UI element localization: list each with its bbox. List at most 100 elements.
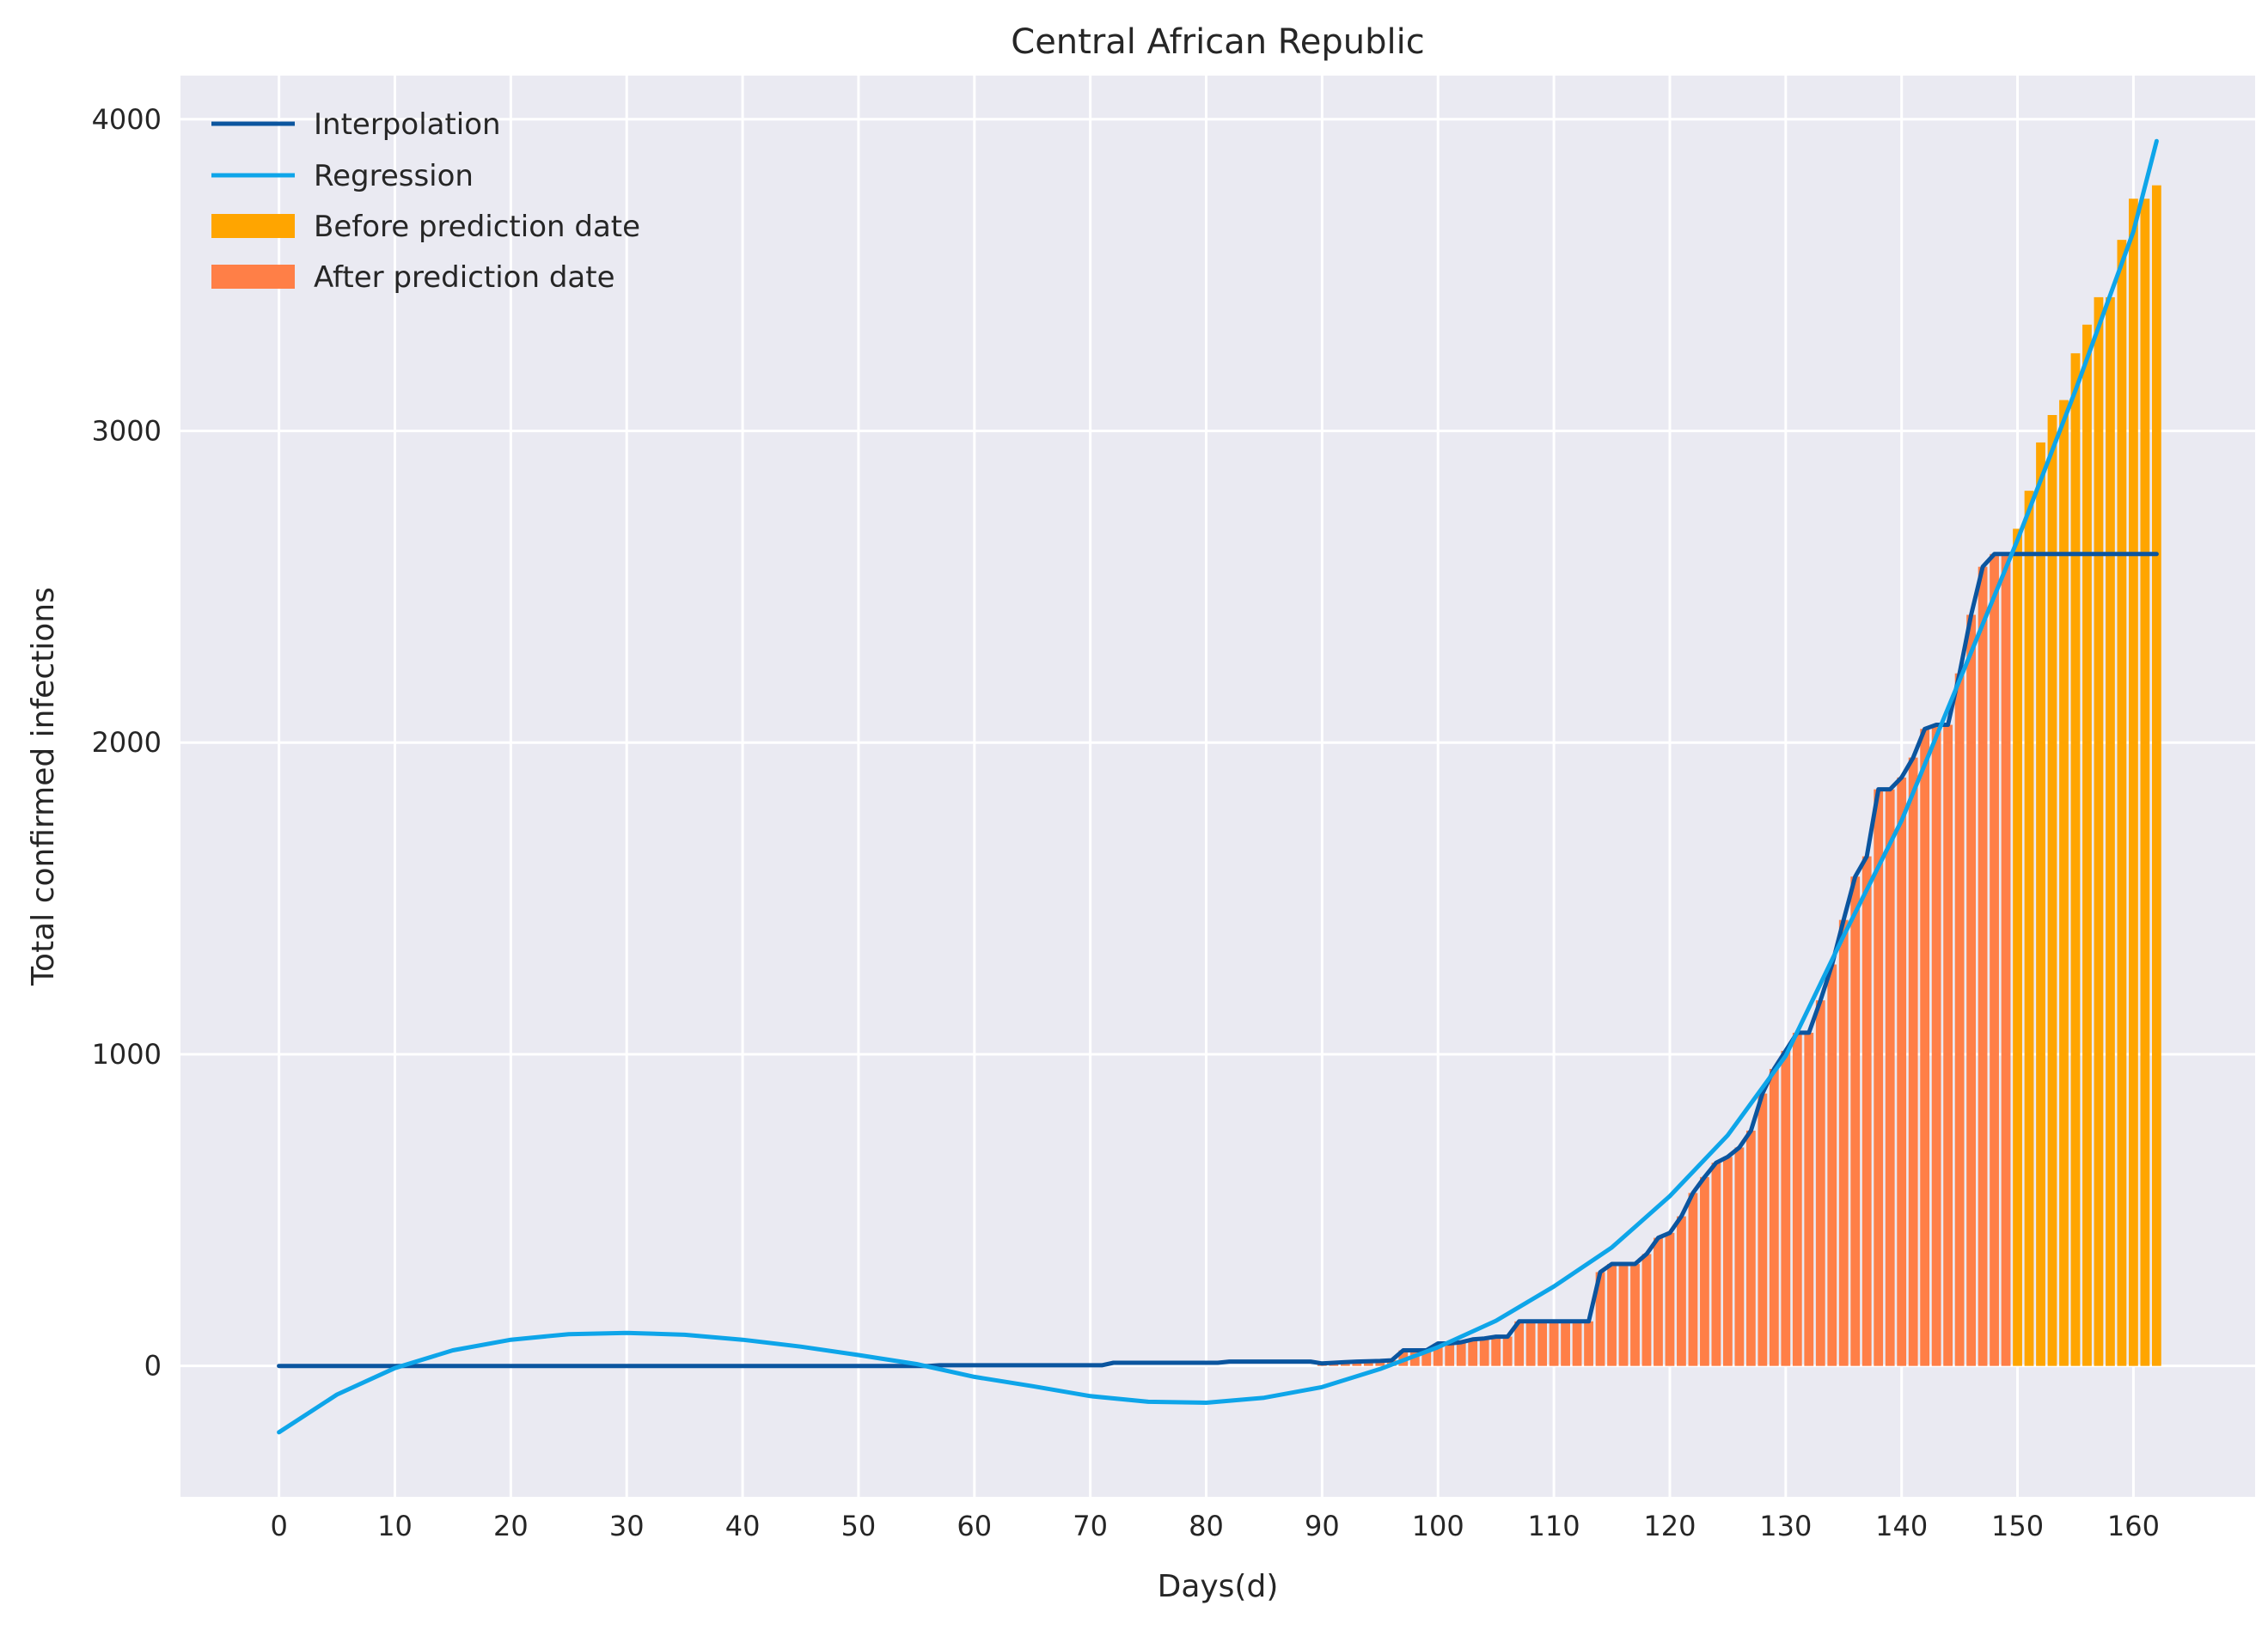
- x-tick-label: 100: [1412, 1510, 1464, 1542]
- bar-after-prediction: [1954, 673, 1965, 1366]
- bar-after-prediction: [1572, 1321, 1582, 1366]
- legend-swatch-after: [211, 265, 295, 289]
- bar-after-prediction: [1850, 876, 1861, 1366]
- legend-swatch-before: [211, 214, 295, 238]
- bar-before-prediction: [2106, 296, 2115, 1366]
- x-tick-label: 110: [1528, 1510, 1580, 1542]
- bar-after-prediction: [1792, 1032, 1802, 1366]
- regression-line: [277, 138, 2159, 1435]
- bar-after-prediction: [1618, 1264, 1629, 1366]
- bar-after-prediction: [1445, 1343, 1455, 1366]
- bar-before-prediction: [2047, 415, 2057, 1366]
- bar-after-prediction: [1688, 1193, 1698, 1366]
- bar-before-prediction: [2129, 198, 2138, 1366]
- y-tick-label: 2000: [92, 726, 162, 759]
- bar-after-prediction: [1352, 1361, 1362, 1366]
- bar-before-prediction: [2117, 240, 2127, 1366]
- bar-after-prediction: [1990, 553, 1999, 1366]
- bar-after-prediction: [1630, 1264, 1640, 1366]
- bar-after-prediction: [1838, 919, 1849, 1366]
- bar-before-prediction: [2013, 528, 2022, 1366]
- bar-after-prediction: [1525, 1321, 1536, 1366]
- bar-after-prediction: [1815, 1000, 1825, 1366]
- bar-after-prediction: [1804, 1032, 1814, 1366]
- bar-after-prediction: [1595, 1272, 1605, 1366]
- bar-after-prediction: [1745, 1130, 1756, 1366]
- x-axis-ticks: 0 10 20 30 40 50 60 70 80 90 100 110 120 130 140 150 160: [270, 1510, 2159, 1542]
- x-tick-label: 150: [1991, 1510, 2044, 1542]
- bar-after-prediction: [1920, 729, 1930, 1366]
- legend: Interpolation Regression Before predicti…: [211, 107, 640, 295]
- x-tick-label: 50: [841, 1510, 877, 1542]
- bar-after-prediction: [1758, 1093, 1768, 1366]
- x-tick-label: 70: [1073, 1510, 1108, 1542]
- x-tick-label: 60: [957, 1510, 992, 1542]
- bar-after-prediction: [1769, 1068, 1779, 1366]
- bar-after-prediction: [1722, 1157, 1733, 1366]
- bar-after-prediction: [1514, 1321, 1525, 1366]
- series-lines: [277, 138, 2159, 1435]
- bar-after-prediction: [1966, 614, 1976, 1366]
- bar-after-prediction: [1549, 1321, 1559, 1366]
- bar-after-prediction: [1734, 1147, 1745, 1366]
- bar-after-prediction: [1456, 1342, 1466, 1366]
- legend-label-after: After prediction date: [314, 260, 615, 295]
- x-tick-label: 0: [270, 1510, 287, 1542]
- bar-before-prediction: [2082, 324, 2092, 1366]
- bar-after-prediction: [1908, 757, 1918, 1366]
- bar-after-prediction: [1375, 1360, 1385, 1366]
- x-tick-label: 120: [1643, 1510, 1696, 1542]
- y-tick-label: 4000: [92, 103, 162, 136]
- bar-after-prediction: [1931, 724, 1941, 1366]
- x-tick-label: 20: [493, 1510, 529, 1542]
- y-axis-ticks: 0 1000 2000 3000 4000: [92, 103, 162, 1383]
- bar-before-prediction: [2151, 185, 2161, 1366]
- bar-after-prediction: [1861, 856, 1872, 1366]
- bar-after-prediction: [1561, 1321, 1570, 1366]
- bar-after-prediction: [2001, 553, 2011, 1366]
- bar-after-prediction: [1897, 777, 1907, 1366]
- x-tick-label: 160: [2107, 1510, 2160, 1542]
- bar-after-prediction: [1665, 1232, 1675, 1366]
- bar-after-prediction: [1781, 1050, 1791, 1366]
- bar-after-prediction: [1479, 1338, 1489, 1366]
- bar-before-prediction: [2094, 296, 2104, 1366]
- bar-after-prediction: [1885, 789, 1895, 1366]
- bar-before-prediction: [2024, 491, 2034, 1366]
- bar-before-prediction: [2140, 198, 2150, 1366]
- bar-after-prediction: [1537, 1321, 1548, 1366]
- bar-before-prediction: [2059, 400, 2069, 1366]
- bar-after-prediction: [1677, 1216, 1686, 1366]
- x-tick-label: 10: [377, 1510, 413, 1542]
- legend-label-interpolation: Interpolation: [314, 107, 501, 142]
- bar-after-prediction: [1363, 1361, 1373, 1366]
- bar-after-prediction: [1433, 1343, 1443, 1366]
- bar-after-prediction: [1654, 1237, 1663, 1366]
- bar-after-prediction: [1700, 1176, 1709, 1366]
- bar-after-prediction: [1607, 1264, 1617, 1366]
- bar-after-prediction: [1584, 1321, 1593, 1366]
- x-tick-label: 90: [1305, 1510, 1340, 1542]
- x-tick-label: 130: [1759, 1510, 1812, 1542]
- bar-after-prediction: [1421, 1350, 1432, 1366]
- legend-label-regression: Regression: [314, 159, 474, 193]
- x-tick-label: 40: [725, 1510, 761, 1542]
- bar-after-prediction: [1641, 1254, 1652, 1366]
- x-tick-label: 80: [1189, 1510, 1224, 1542]
- x-tick-label: 30: [609, 1510, 645, 1542]
- bar-after-prediction: [1711, 1163, 1721, 1366]
- bar-before-prediction: [2036, 442, 2045, 1366]
- bar-before-prediction: [2070, 353, 2081, 1366]
- interpolation-line: [277, 552, 2159, 1369]
- chart-title: Central African Republic: [1011, 22, 1424, 62]
- y-tick-label: 3000: [92, 415, 162, 448]
- bar-after-prediction: [1502, 1336, 1513, 1366]
- y-tick-label: 1000: [92, 1038, 162, 1071]
- bar-after-prediction: [1874, 789, 1884, 1366]
- bar-after-prediction: [1827, 964, 1837, 1366]
- bar-after-prediction: [1978, 566, 1988, 1366]
- bar-after-prediction: [1943, 724, 1953, 1366]
- legend-label-before: Before prediction date: [314, 210, 640, 244]
- bars: [1317, 185, 2161, 1366]
